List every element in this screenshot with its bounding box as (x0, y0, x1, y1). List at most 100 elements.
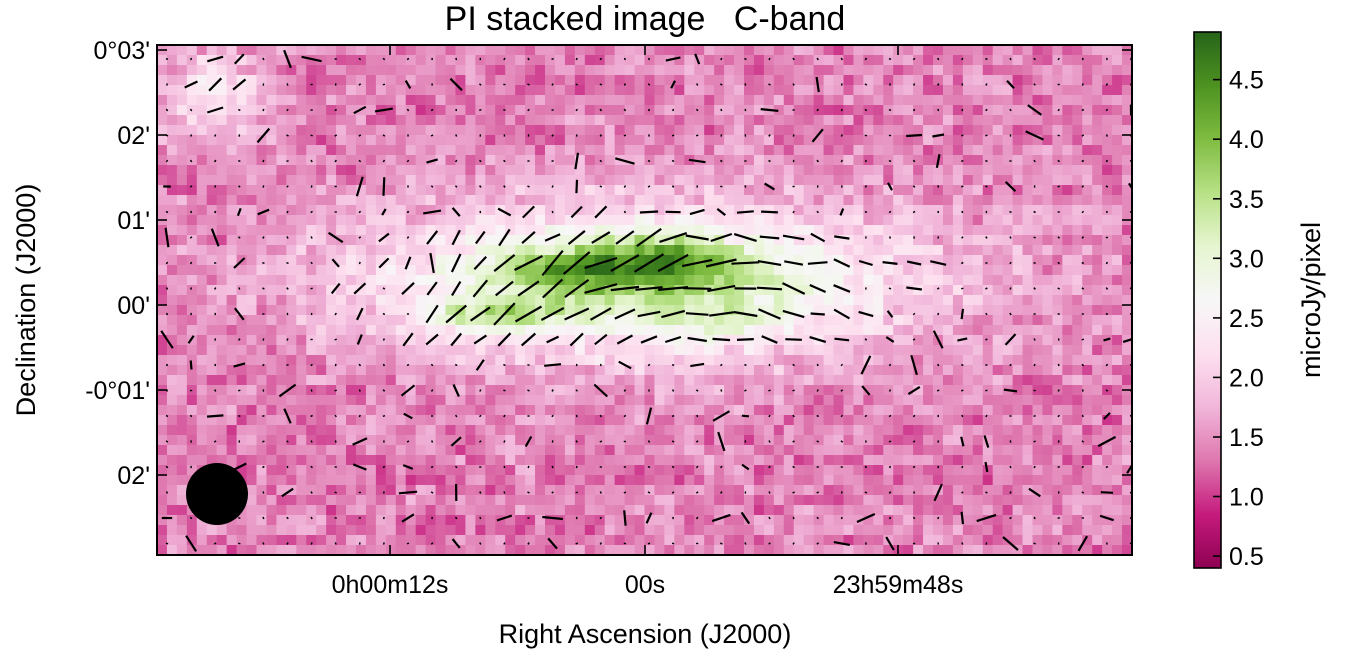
heatmap-cell (475, 455, 486, 466)
heatmap-cell (644, 165, 656, 176)
heatmap-cell (923, 475, 934, 486)
heatmap-cell (1002, 155, 1014, 166)
heatmap-cell (654, 85, 665, 96)
heatmap-cell (465, 295, 476, 306)
heatmap-cell (465, 345, 476, 356)
heatmap-cell (783, 375, 795, 386)
heatmap-cell (1072, 125, 1083, 136)
heatmap-cell (704, 505, 715, 516)
heatmap-cell (455, 425, 467, 436)
heatmap-cell (236, 245, 248, 256)
heatmap-cell (863, 385, 874, 396)
heatmap-cell (604, 285, 616, 296)
heatmap-cell (1082, 75, 1093, 86)
heatmap-cell (574, 445, 586, 456)
heatmap-cell (962, 215, 974, 226)
heatmap-cell (1082, 265, 1093, 276)
heatmap-cell (176, 125, 188, 136)
heatmap-cell (734, 225, 745, 236)
heatmap-cell (216, 315, 228, 326)
heatmap-cell (724, 75, 735, 86)
heatmap-cell (614, 115, 626, 126)
heatmap-cell (415, 395, 427, 406)
heatmap-cell (644, 305, 656, 316)
heatmap-cell (157, 325, 168, 336)
heatmap-cell (296, 325, 307, 336)
heatmap-cell (1022, 515, 1034, 526)
heatmap-cell (554, 175, 566, 186)
heatmap-cell (913, 265, 924, 276)
heatmap-cell (246, 355, 258, 366)
heatmap-cell (157, 115, 168, 126)
heatmap-cell (415, 165, 427, 176)
heatmap-cell (435, 215, 447, 226)
heatmap-cell (714, 465, 725, 476)
heatmap-cell (972, 365, 984, 376)
heatmap-cell (664, 265, 675, 276)
heatmap-cell (166, 335, 178, 346)
heatmap-cell (226, 235, 238, 246)
heatmap-cell (923, 155, 934, 166)
heatmap-cell (1112, 395, 1123, 406)
heatmap-cell (813, 415, 825, 426)
heatmap-cell (813, 475, 825, 486)
heatmap-cell (1062, 475, 1073, 486)
heatmap-cell (724, 345, 735, 356)
heatmap-cell (753, 455, 765, 466)
heatmap-cell (166, 375, 178, 386)
heatmap-cell (445, 285, 457, 296)
heatmap-cell (923, 545, 934, 555)
heatmap-cell (1092, 425, 1103, 436)
heatmap-cell (803, 485, 815, 496)
heatmap-cell (455, 145, 467, 156)
heatmap-cell (395, 175, 407, 186)
heatmap-cell (942, 525, 954, 536)
heatmap-cell (942, 65, 954, 76)
heatmap-cell (545, 215, 556, 226)
heatmap-cell (1112, 135, 1123, 146)
heatmap-cell (535, 85, 546, 96)
heatmap-cell (604, 435, 616, 446)
heatmap-cell (913, 295, 924, 306)
heatmap-cell (375, 115, 387, 126)
heatmap-cell (157, 415, 168, 426)
heatmap-cell (853, 325, 864, 336)
heatmap-cell (525, 45, 536, 56)
heatmap-cell (704, 465, 715, 476)
heatmap-cell (734, 505, 745, 516)
heatmap-cell (1082, 215, 1093, 226)
heatmap-cell (1112, 375, 1123, 386)
heatmap-cell (1102, 325, 1113, 336)
heatmap-cell (326, 505, 337, 516)
heatmap-cell (873, 505, 884, 516)
heatmap-cell (346, 65, 357, 76)
heatmap-cell (1062, 155, 1073, 166)
heatmap-cell (425, 265, 437, 276)
heatmap-cell (684, 235, 695, 246)
heatmap-cell (425, 475, 437, 486)
heatmap-cell (992, 215, 1004, 226)
heatmap-cell (734, 165, 745, 176)
heatmap-cell (405, 325, 417, 336)
heatmap-cell (734, 85, 745, 96)
heatmap-cell (166, 235, 178, 246)
heatmap-cell (505, 105, 516, 116)
heatmap-cell (624, 345, 636, 356)
heatmap-cell (773, 485, 785, 496)
heatmap-cell (664, 215, 675, 226)
heatmap-cell (564, 255, 576, 266)
heatmap-cell (753, 365, 765, 376)
heatmap-cell (276, 265, 287, 276)
heatmap-cell (276, 175, 287, 186)
heatmap-cell (296, 345, 307, 356)
heatmap-cell (326, 105, 337, 116)
heatmap-cell (724, 205, 735, 216)
heatmap-cell (724, 165, 735, 176)
heatmap-cell (942, 415, 954, 426)
heatmap-cell (186, 235, 198, 246)
heatmap-cell (415, 195, 427, 206)
heatmap-cell (913, 325, 924, 336)
heatmap-cell (952, 45, 964, 56)
heatmap-cell (505, 285, 516, 296)
heatmap-cell (196, 95, 208, 106)
